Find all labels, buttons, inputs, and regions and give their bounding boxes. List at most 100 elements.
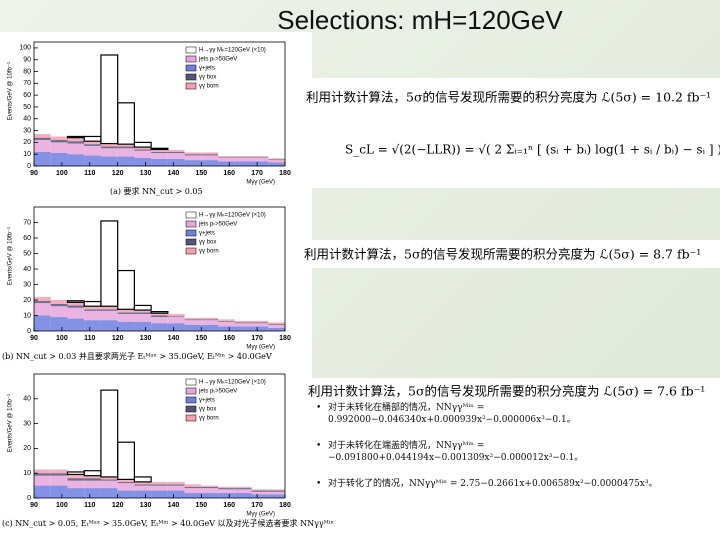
histogram-bar [117, 483, 135, 491]
histogram-bar [167, 481, 185, 485]
legend-label: γγ box [199, 75, 216, 81]
histogram-bar [84, 480, 101, 489]
y-axis-label: Events/GeV @ 10fb⁻¹ [8, 62, 14, 120]
legend-label: H→γγ Mₕ=120GeV (×10) [199, 380, 266, 386]
x-tick-label: 150 [195, 170, 207, 177]
histogram-bar [151, 153, 168, 159]
histogram-bar [251, 489, 269, 491]
legend-swatch [185, 387, 197, 395]
histogram-bar [167, 323, 185, 331]
histogram-bar [151, 315, 168, 318]
histogram-bar [251, 157, 269, 158]
histogram-bar [167, 158, 185, 166]
histogram-bar [268, 327, 285, 331]
x-tick-label: 170 [251, 335, 263, 342]
histogram-bar [133, 476, 152, 483]
histogram-bar [234, 157, 252, 162]
histogram-bar [50, 485, 68, 498]
x-tick-label: 180 [279, 170, 291, 177]
histogram-bar [134, 150, 152, 158]
histogram-bar [268, 158, 285, 160]
x-tick-label: 90 [30, 335, 38, 342]
histogram-bar [268, 324, 285, 325]
y-tick-label: 70 [23, 80, 31, 87]
histogram-bar [67, 141, 85, 144]
histogram-bar [134, 485, 152, 491]
x-tick-label: 160 [223, 335, 235, 342]
legend-swatch [185, 220, 197, 228]
histogram-bar [268, 160, 285, 163]
histogram-bar [100, 309, 118, 311]
histogram-bar [234, 322, 252, 324]
y-tick-label: 10 [23, 151, 31, 158]
histogram-bar [218, 488, 235, 490]
y-axis-label: Events/GeV @ 10fb⁻¹ [8, 394, 14, 452]
result-text: 利用计数计算法，5σ的信号发现所需要的积分亮度为 ℒ(5σ) = 10.2 fb… [306, 90, 711, 105]
histogram-bar [234, 157, 252, 158]
x-tick-label: 130 [140, 335, 152, 342]
figure-panel [0, 32, 312, 540]
x-tick-label: 170 [251, 170, 263, 177]
histogram-bar [67, 302, 85, 306]
histogram-bar [50, 303, 68, 307]
histogram-bar [133, 141, 152, 148]
histogram-bar [84, 320, 101, 331]
histogram-bar [134, 481, 152, 485]
histogram-bar [268, 159, 285, 161]
y-tick-label: 60 [23, 92, 31, 99]
histogram-bar [201, 493, 219, 498]
histogram-bar [201, 324, 219, 331]
histogram-bar [167, 484, 185, 486]
histogram-bar [117, 479, 135, 482]
histogram-bar [134, 157, 152, 166]
histogram-bar [251, 326, 269, 331]
histogram-bar [100, 488, 118, 498]
slide-title: Selections: mH=120GeV [277, 5, 563, 35]
histogram-bar [251, 155, 269, 158]
histogram-bar [67, 137, 85, 142]
histogram-bar [184, 152, 202, 155]
histogram-bar [184, 154, 202, 156]
histogram-bar [150, 311, 169, 314]
result-text: 利用计数计算法，5σ的信号发现所需要的积分亮度为 ℒ(5σ) = 7.6 fb⁻… [308, 384, 705, 399]
legend-label: jets pₜ>50GeV [198, 222, 237, 228]
histogram-bar [167, 490, 185, 498]
histogram-bar [218, 321, 235, 327]
histogram-bar [117, 312, 135, 314]
histogram-bar [67, 478, 85, 481]
histogram-bar [67, 307, 85, 319]
histogram-bar [50, 136, 68, 141]
histogram-bar [100, 156, 118, 166]
y-tick-label: 0 [27, 163, 31, 170]
histogram-bar [117, 313, 135, 322]
histogram-bar [50, 306, 68, 318]
legend-label: γγ box [199, 407, 216, 413]
histogram-bar [34, 315, 51, 331]
y-tick-label: 50 [23, 104, 31, 111]
y-tick-label: 40 [23, 266, 31, 273]
text-panel [298, 78, 720, 188]
histogram-bar [117, 102, 135, 145]
legend-swatch [185, 46, 197, 54]
legend-swatch [185, 396, 197, 404]
histogram-bar [201, 154, 219, 156]
histogram-bar [251, 320, 269, 323]
histogram-bar [100, 146, 118, 149]
histogram-bar [117, 144, 135, 147]
histogram-bar [251, 161, 269, 166]
histogram-bar [151, 149, 168, 152]
histogram-bar [100, 310, 118, 321]
histogram-bar [218, 320, 235, 322]
legend-swatch [185, 229, 197, 237]
figure-caption: (b) NN_cut > 0.03 并且要求两光子 Eₜᴹᵃˣ > 35.0Ge… [2, 351, 272, 361]
histogram-bar [184, 160, 202, 166]
y-tick-label: 20 [23, 445, 31, 452]
histogram-bar [218, 489, 235, 494]
histogram-bar [117, 490, 135, 498]
x-axis-label: Mγγ (GeV) [246, 345, 275, 351]
histogram-bar [117, 146, 135, 149]
x-tick-label: 150 [195, 502, 207, 509]
histogram-bar [151, 317, 168, 324]
x-tick-label: 90 [30, 170, 38, 177]
